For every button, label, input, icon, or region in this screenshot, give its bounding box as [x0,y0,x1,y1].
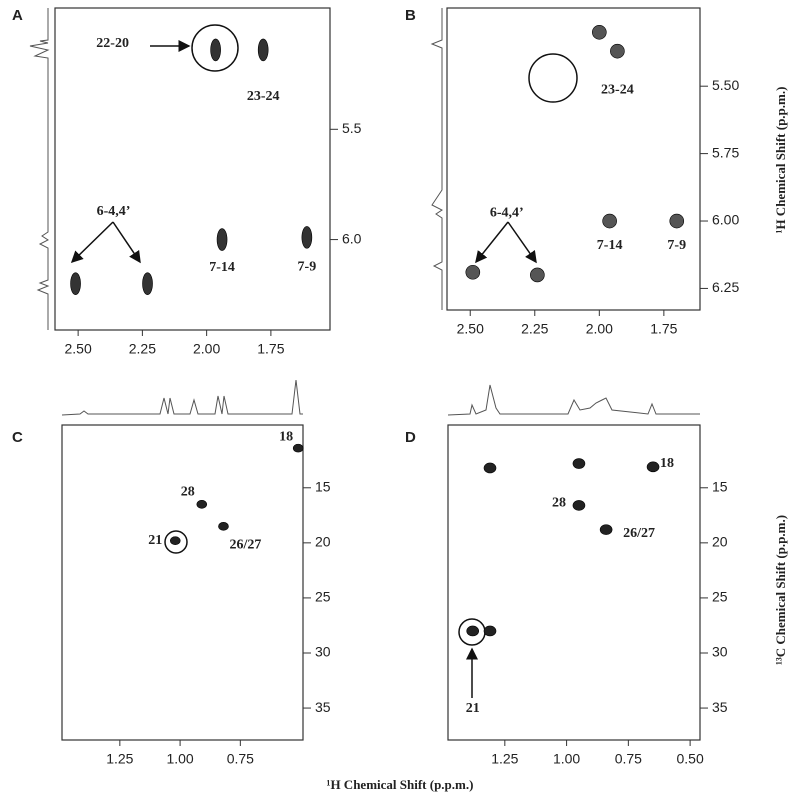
x-tick-label: 1.00 [553,751,580,767]
y-tick-label: 20 [712,534,728,550]
highlight-circle [191,24,239,72]
peak [196,500,208,509]
peak-label: 18 [660,456,674,471]
y-tick-label: 5.50 [712,77,739,93]
x-tick-label: 2.00 [586,321,613,337]
y-axis-title: ¹H Chemical Shift (p.p.m.) [773,87,788,234]
projection [61,379,303,416]
panel-label: D [405,429,416,446]
y-tick-label: 15 [315,478,331,494]
peak-label: 6-4,4’ [97,204,131,219]
projection [29,8,50,330]
x-tick-label: 2.00 [193,341,220,357]
y-tick-label: 35 [315,699,331,715]
peak [602,213,617,229]
x-tick-label: 0.75 [615,751,642,767]
arrows [70,40,537,698]
peak-label: 21 [466,701,480,716]
x-tick-label: 0.75 [227,751,254,767]
projection [430,8,443,310]
plot-frame [446,7,701,311]
plot-frame [61,424,304,741]
y-tick-label: 5.75 [712,144,739,160]
y-tick-label: 25 [315,589,331,605]
peak [292,443,304,453]
peak-label: 7-14 [209,260,235,275]
y-tick-label: 6.25 [712,279,739,295]
peak-label: 7-14 [597,238,623,253]
peak [301,226,313,249]
peak [483,462,497,474]
peak [530,267,545,283]
x-tick-label: 2.50 [65,341,92,357]
peak-label: 28 [552,496,566,511]
peak [572,500,586,511]
y-tick-label: 35 [712,699,728,715]
peak-label: 7-9 [298,260,317,275]
x-tick-label: 1.00 [166,751,193,767]
y-tick-label: 6.0 [342,230,362,246]
peak-label: 22-20 [96,36,129,51]
peak [592,24,607,40]
peak-label: 26/27 [230,538,262,553]
peak [599,524,613,535]
panel-label: A [12,7,23,24]
peak [210,38,221,62]
y-tick-label: 6.00 [712,212,739,228]
y-tick-label: 30 [712,644,728,660]
x-tick-label: 1.75 [257,341,284,357]
peak [669,213,685,229]
highlight-circle [164,530,188,554]
peak [465,264,481,280]
peak-label: 28 [181,485,195,500]
y-tick-label: 5.5 [342,120,362,136]
y-tick-label: 30 [315,644,331,660]
highlight-circle [528,53,578,103]
x-tick-label: 0.50 [676,751,703,767]
y-tick-label: 15 [712,478,728,494]
peak [169,536,181,545]
x-tick-label: 1.25 [491,751,518,767]
peak-label: 23-24 [601,82,634,97]
peak [70,272,81,295]
projection [447,384,700,416]
x-tick-label: 1.75 [650,321,677,337]
panel-label: C [12,429,23,446]
peak-label: 26/27 [623,526,655,541]
peak-label: 18 [279,429,293,444]
y-axis-title: ¹³C Chemical Shift (p.p.m.) [773,515,788,665]
x-tick-label: 2.25 [521,321,548,337]
plot-frame [54,7,331,331]
x-axis-title: ¹H Chemical Shift (p.p.m.) [327,777,474,792]
peak [257,38,269,62]
plot-frame [447,424,701,741]
y-tick-label: 20 [315,534,331,550]
peak [466,625,480,637]
y-tick-label: 25 [712,589,728,605]
peak [142,272,153,295]
peak-label: 7-9 [667,238,686,253]
peak [216,228,228,251]
peak [218,522,229,531]
peak [572,458,586,469]
x-tick-label: 2.50 [457,321,484,337]
peak [483,625,497,637]
peak [610,43,625,59]
peak [646,461,660,473]
x-tick-label: 2.25 [129,341,156,357]
peak-label: 6-4,4’ [490,205,524,220]
x-tick-label: 1.25 [106,751,133,767]
peak-label: 21 [148,533,162,548]
panel-label: B [405,7,416,24]
peak-label: 23-24 [247,89,280,104]
